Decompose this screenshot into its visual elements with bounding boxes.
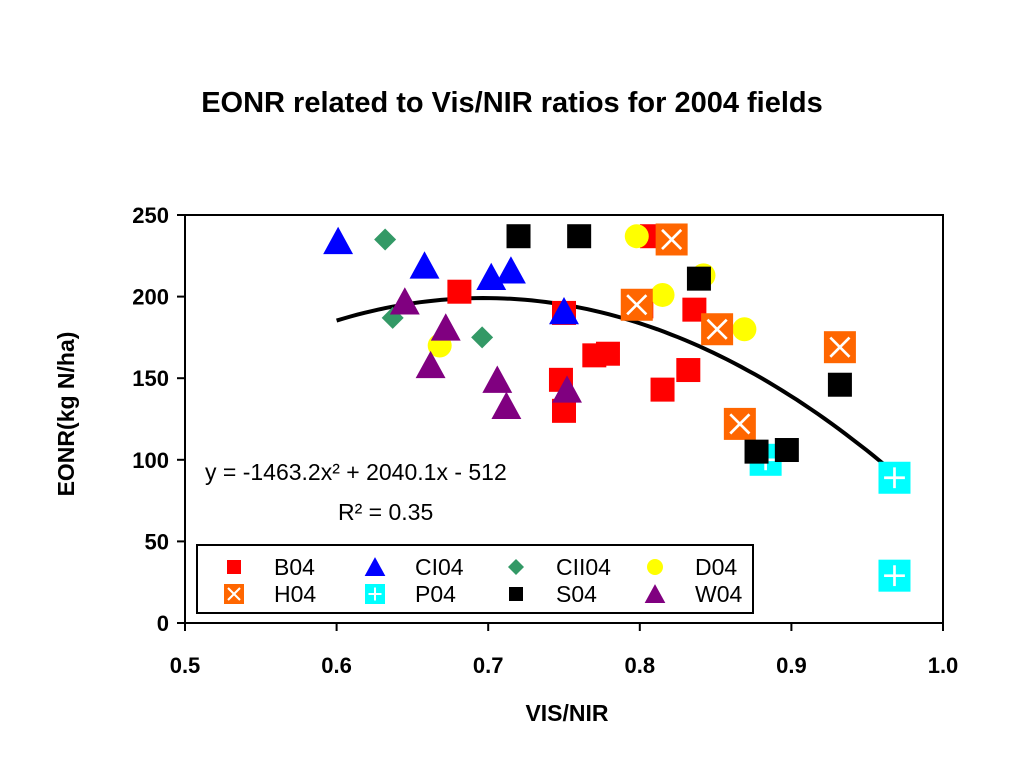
legend-marker-d04: [647, 559, 663, 575]
trendline: [336, 295, 896, 475]
data-point-d04: [650, 282, 675, 307]
x-tick-label: 0.9: [776, 653, 807, 678]
data-point-h04: [701, 313, 734, 346]
y-tick-label: 200: [132, 285, 169, 310]
legend-label-p04: P04: [415, 581, 456, 607]
legend-label-d04: D04: [695, 554, 737, 580]
data-point-ci04: [323, 226, 354, 255]
trendline-equation: y = -1463.2x² + 2040.1x - 512: [205, 459, 507, 485]
data-point-s04: [744, 439, 769, 464]
data-point-s04: [506, 224, 531, 249]
data-point-w04: [552, 375, 582, 403]
trendline-r2: R² = 0.35: [338, 499, 433, 525]
legend: B04 CI04 CII04 D04 H04 P04 S04 W04: [196, 544, 754, 614]
data-point-w04: [415, 350, 446, 379]
data-point-w04: [482, 365, 513, 393]
data-point-h04: [823, 331, 856, 364]
y-tick-label: 250: [132, 203, 169, 228]
data-point-ci04: [495, 256, 526, 284]
data-point-s04: [686, 266, 711, 291]
data-point-b04: [650, 377, 675, 402]
data-point-w04: [430, 313, 461, 341]
x-tick-label: 0.5: [170, 653, 201, 678]
legend-label-w04: W04: [695, 581, 743, 607]
data-point-ci04: [549, 296, 579, 325]
data-point-ci04: [409, 251, 440, 279]
data-point-p04: [878, 559, 911, 592]
data-point-b04: [552, 398, 576, 423]
legend-marker-cii04: [508, 559, 524, 575]
y-tick-label: 50: [145, 529, 169, 554]
data-point-s04: [567, 224, 592, 249]
data-point-h04: [723, 407, 756, 440]
x-axis-label: VIS/NIR: [525, 700, 608, 726]
legend-marker-s04: [509, 587, 523, 601]
y-tick-label: 150: [132, 366, 169, 391]
data-point-cii04: [471, 326, 494, 349]
legend-label-s04: S04: [556, 581, 597, 607]
data-point-p04: [878, 461, 911, 494]
legend-marker-ci04: [364, 557, 386, 576]
data-point-cii04: [374, 228, 397, 251]
legend-label-h04: H04: [274, 581, 316, 607]
data-point-b04: [676, 358, 701, 383]
legend-marker-h04: [224, 584, 244, 604]
data-point-d04: [624, 224, 649, 249]
chart-title: EONR related to Vis/NIR ratios for 2004 …: [201, 87, 823, 119]
data-point-b04: [447, 279, 472, 304]
legend-label-b04: B04: [274, 554, 315, 580]
y-tick-label: 0: [157, 611, 169, 636]
data-point-b04: [595, 341, 620, 366]
data-points: [323, 223, 911, 592]
y-axis-label: EONR(kg N/ha): [53, 332, 79, 497]
legend-label-cii04: CII04: [556, 554, 611, 580]
data-point-h04: [620, 288, 653, 321]
x-tick-label: 0.7: [473, 653, 504, 678]
legend-marker-w04: [644, 584, 666, 603]
data-point-s04: [827, 372, 852, 397]
x-tick-label: 1.0: [928, 653, 959, 678]
data-point-h04: [655, 223, 688, 256]
data-point-s04: [774, 438, 799, 463]
data-point-w04: [389, 287, 420, 315]
legend-marker-p04: [365, 584, 385, 604]
x-tick-label: 0.8: [625, 653, 656, 678]
data-point-d04: [732, 317, 757, 342]
y-axis: 0 50 100 150 200 250: [132, 203, 185, 636]
x-tick-label: 0.6: [321, 653, 352, 678]
legend-marker-b04: [227, 560, 241, 574]
y-tick-label: 100: [132, 448, 169, 473]
legend-label-ci04: CI04: [415, 554, 464, 580]
data-point-w04: [491, 391, 522, 419]
x-axis: 0.5 0.6 0.7 0.8 0.9 1.0: [170, 623, 959, 678]
